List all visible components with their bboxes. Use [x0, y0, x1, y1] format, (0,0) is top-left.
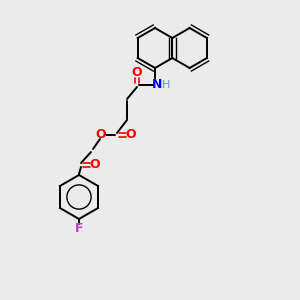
Text: F: F — [75, 223, 83, 236]
Text: O: O — [126, 128, 136, 142]
Text: H: H — [162, 80, 170, 90]
Text: O: O — [132, 67, 142, 80]
Text: O: O — [90, 158, 100, 172]
Text: O: O — [96, 128, 106, 142]
Text: N: N — [152, 79, 162, 92]
